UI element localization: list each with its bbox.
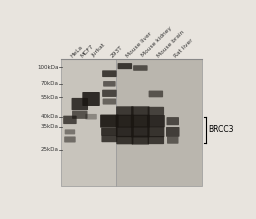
FancyBboxPatch shape [100, 115, 119, 128]
FancyBboxPatch shape [166, 127, 179, 137]
Text: Mouse liver: Mouse liver [125, 31, 153, 58]
FancyBboxPatch shape [65, 129, 75, 134]
FancyBboxPatch shape [82, 92, 100, 106]
FancyBboxPatch shape [101, 128, 118, 136]
FancyBboxPatch shape [147, 127, 164, 137]
Text: 35kDa: 35kDa [40, 124, 58, 129]
FancyBboxPatch shape [133, 65, 148, 71]
FancyBboxPatch shape [116, 106, 134, 116]
Text: 70kDa: 70kDa [40, 81, 58, 86]
FancyBboxPatch shape [102, 90, 116, 97]
FancyBboxPatch shape [64, 136, 76, 143]
FancyBboxPatch shape [116, 115, 134, 127]
Text: Rat liver: Rat liver [173, 37, 194, 58]
FancyBboxPatch shape [101, 136, 117, 142]
FancyBboxPatch shape [61, 59, 116, 186]
FancyBboxPatch shape [131, 115, 150, 127]
Text: 293T: 293T [109, 44, 123, 58]
FancyBboxPatch shape [147, 115, 165, 127]
Text: BRCC3: BRCC3 [208, 125, 234, 134]
Text: Mouse brain: Mouse brain [156, 29, 185, 58]
FancyBboxPatch shape [148, 107, 164, 115]
FancyBboxPatch shape [118, 63, 132, 69]
Text: 55kDa: 55kDa [40, 95, 58, 100]
FancyBboxPatch shape [116, 127, 134, 137]
FancyBboxPatch shape [102, 70, 116, 77]
Text: 100kDa: 100kDa [37, 65, 58, 70]
FancyBboxPatch shape [71, 98, 88, 110]
Text: 25kDa: 25kDa [40, 147, 58, 152]
FancyBboxPatch shape [85, 114, 97, 120]
FancyBboxPatch shape [131, 106, 150, 116]
FancyBboxPatch shape [116, 136, 133, 144]
Text: HeLa: HeLa [70, 44, 84, 58]
FancyBboxPatch shape [72, 111, 88, 119]
FancyBboxPatch shape [116, 59, 202, 186]
FancyBboxPatch shape [131, 126, 150, 138]
FancyBboxPatch shape [148, 136, 164, 144]
Text: MCF7: MCF7 [80, 43, 95, 58]
FancyBboxPatch shape [63, 116, 77, 124]
FancyBboxPatch shape [132, 136, 149, 145]
FancyBboxPatch shape [167, 136, 178, 144]
FancyBboxPatch shape [103, 99, 116, 104]
Text: Mouse kidney: Mouse kidney [140, 26, 173, 58]
FancyBboxPatch shape [103, 81, 116, 87]
Text: Jurkat: Jurkat [91, 43, 106, 58]
Text: 40kDa: 40kDa [40, 114, 58, 119]
FancyBboxPatch shape [149, 91, 163, 97]
FancyBboxPatch shape [166, 117, 179, 125]
